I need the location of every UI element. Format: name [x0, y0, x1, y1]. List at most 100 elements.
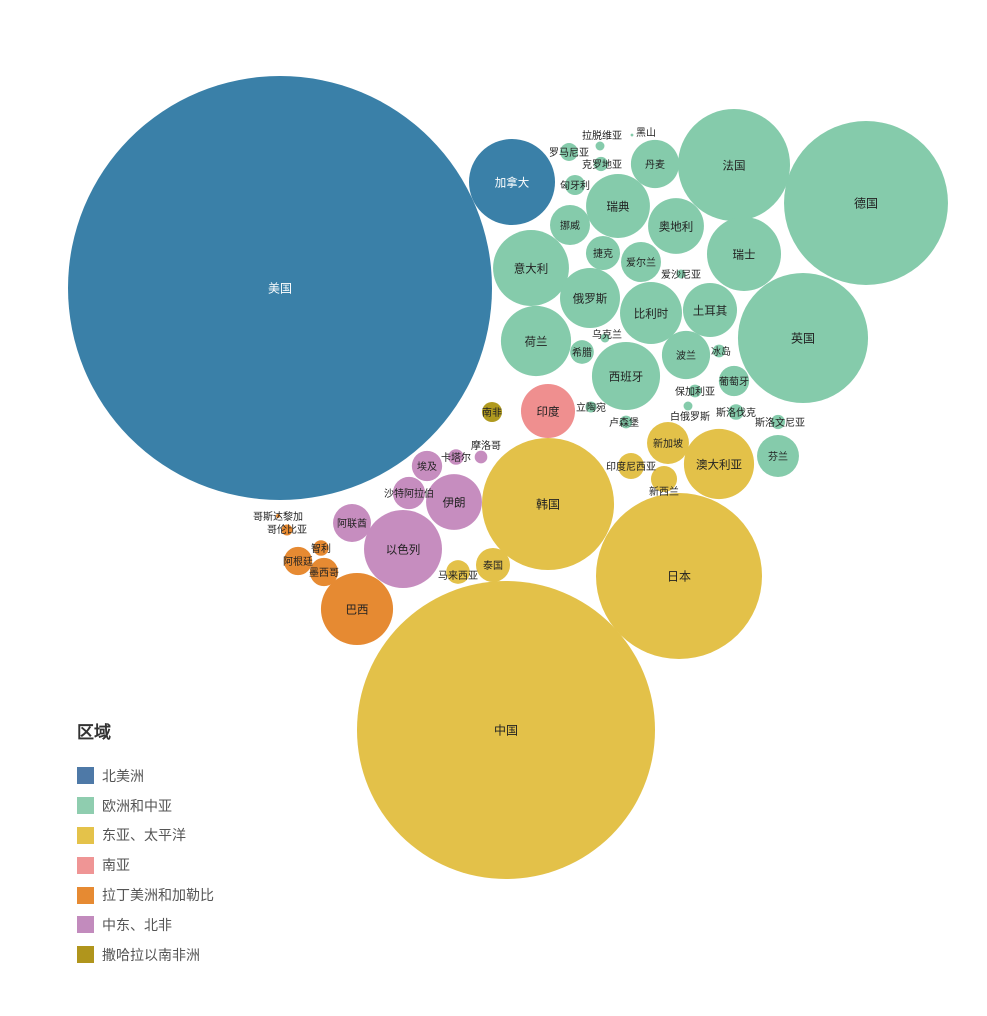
bubble[interactable]	[68, 76, 492, 500]
bubble-label: 丹麦	[645, 159, 665, 171]
legend-label: 拉丁美洲和加勒比	[102, 888, 214, 905]
legend-item[interactable]: 欧洲和中亚	[77, 791, 214, 821]
bubble-label: 西班牙	[609, 370, 644, 384]
legend-item[interactable]: 中东、北非	[77, 910, 214, 940]
bubble[interactable]	[677, 108, 791, 222]
bubble[interactable]	[320, 572, 394, 646]
bubble[interactable]	[620, 241, 662, 283]
legend-item[interactable]: 南亚	[77, 850, 214, 880]
legend-item[interactable]: 拉丁美洲和加勒比	[77, 880, 214, 910]
bubble[interactable]	[313, 540, 329, 556]
bubble[interactable]	[475, 547, 511, 583]
legend-item[interactable]: 撒哈拉以南非洲	[77, 940, 214, 970]
bubble[interactable]	[600, 333, 610, 343]
bubble-label: 挪威	[560, 219, 580, 232]
bubble[interactable]	[392, 476, 426, 510]
bubble-label: 墨西哥	[309, 567, 339, 579]
bubble[interactable]	[493, 230, 569, 306]
bubble[interactable]	[620, 282, 682, 344]
bubble[interactable]	[661, 330, 711, 380]
bubble[interactable]	[595, 492, 763, 660]
bubble[interactable]	[630, 139, 680, 189]
bubble[interactable]	[682, 282, 738, 338]
bubble-label: 新西兰	[649, 485, 679, 498]
bubble[interactable]	[630, 133, 634, 137]
bubble[interactable]	[770, 414, 786, 430]
legend-title: 区域	[77, 723, 111, 743]
legend-item[interactable]: 东亚、太平洋	[77, 821, 214, 851]
bubble[interactable]	[364, 510, 442, 588]
bubble[interactable]	[275, 513, 281, 519]
bubble[interactable]	[650, 465, 678, 493]
bubble-label: 阿根廷	[283, 555, 313, 568]
bubble-label: 新加坡	[653, 437, 683, 450]
bubble[interactable]	[585, 401, 597, 413]
bubble[interactable]	[411, 450, 443, 482]
bubble-label: 葡萄牙	[719, 375, 749, 388]
bubble-label: 阿联酋	[337, 517, 367, 530]
bubble[interactable]	[426, 474, 482, 530]
bubble[interactable]	[356, 580, 656, 880]
bubble[interactable]	[683, 401, 693, 411]
bubble[interactable]	[757, 435, 799, 477]
bubble[interactable]	[593, 156, 609, 172]
bubble[interactable]	[585, 235, 621, 271]
legend-swatch	[77, 767, 94, 785]
legend-swatch	[77, 826, 94, 844]
bubble[interactable]	[706, 216, 782, 292]
bubble[interactable]	[728, 404, 744, 420]
bubble[interactable]	[560, 143, 578, 161]
bubble[interactable]	[283, 546, 313, 576]
bubble-label: 克罗地亚	[582, 158, 622, 171]
bubble[interactable]	[688, 384, 702, 398]
bubble[interactable]	[619, 415, 633, 429]
bubble[interactable]	[309, 557, 339, 587]
bubble[interactable]	[712, 344, 726, 358]
bubble[interactable]	[520, 383, 576, 439]
bubble-label: 爱尔兰	[626, 256, 656, 269]
bubble[interactable]	[559, 267, 621, 329]
bubble-label: 匈牙利	[560, 179, 590, 192]
bubble[interactable]	[617, 452, 645, 480]
bubble[interactable]	[647, 422, 689, 464]
bubble-label: 巴西	[346, 603, 369, 617]
bubble[interactable]	[676, 269, 686, 279]
bubble-label: 哥伦比亚	[267, 523, 307, 536]
bubble[interactable]	[448, 449, 464, 465]
bubble[interactable]	[784, 121, 948, 285]
bubble-label: 埃及	[417, 460, 437, 473]
bubble[interactable]	[591, 341, 661, 411]
bubble[interactable]	[446, 560, 470, 584]
bubble-label: 瑞士	[733, 248, 756, 262]
bubble[interactable]	[564, 174, 586, 196]
bubble-label: 奥地利	[659, 220, 694, 234]
bubble-label: 冰岛	[711, 345, 731, 358]
bubble-label: 乌克兰	[592, 328, 622, 341]
bubble[interactable]	[648, 198, 704, 254]
bubble[interactable]	[474, 450, 488, 464]
bubble-label: 日本	[667, 570, 691, 584]
legend-swatch	[77, 946, 94, 964]
bubble[interactable]	[481, 437, 615, 571]
bubble-label: 澳大利亚	[696, 458, 742, 472]
bubble[interactable]	[718, 365, 750, 397]
legend-swatch	[77, 797, 94, 815]
bubble-label: 加拿大	[495, 176, 530, 190]
bubble[interactable]	[468, 138, 556, 226]
bubble[interactable]	[481, 401, 503, 423]
legend-label: 中东、北非	[102, 917, 172, 934]
bubble[interactable]	[333, 504, 371, 542]
bubble[interactable]	[683, 428, 755, 500]
bubble[interactable]	[570, 340, 594, 364]
bubble-label: 印度尼西亚	[606, 460, 656, 473]
bubble[interactable]	[595, 141, 605, 151]
bubble-label: 罗马尼亚	[549, 147, 589, 159]
bubble-label: 南非	[482, 406, 502, 419]
bubble[interactable]	[500, 305, 572, 377]
legend-item[interactable]: 北美洲	[77, 761, 214, 791]
bubble[interactable]	[549, 204, 591, 246]
bubble[interactable]	[281, 524, 293, 536]
bubble[interactable]	[737, 272, 869, 404]
bubble[interactable]	[586, 174, 650, 238]
